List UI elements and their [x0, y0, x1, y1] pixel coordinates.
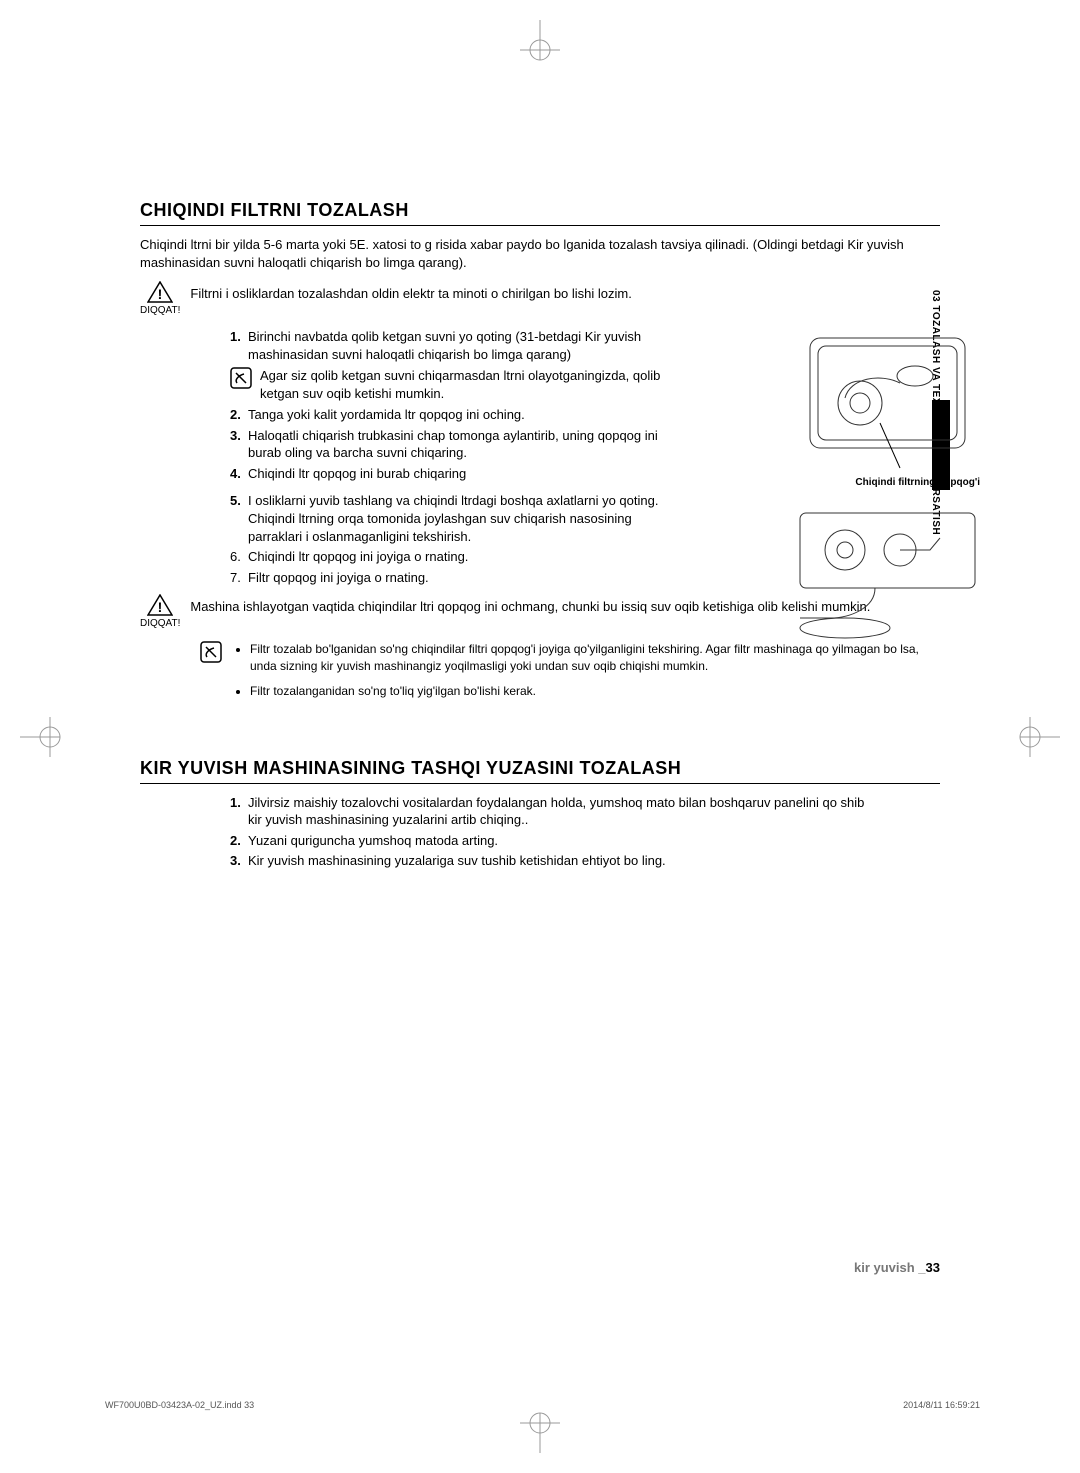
print-meta: WF700U0BD-03423A-02_UZ.indd 33 2014/8/11…: [105, 1400, 980, 1410]
print-date: 2014/8/11 16:59:21: [903, 1400, 980, 1410]
caution-icon: ! DIQQAT!: [140, 281, 180, 316]
info-icon: [200, 641, 222, 663]
diagram-drain: [790, 508, 990, 648]
step-2: 2.Tanga yoki kalit yordamida ltr qopqog …: [230, 406, 670, 424]
s2-step-3: 3.Kir yuvish mashinasining yuzalariga su…: [230, 852, 870, 870]
section2-heading: KIR YUVISH MASHINASINING TASHQI YUZASINI…: [140, 758, 940, 784]
bullet-2: Filtr tozalanganidan so'ng to'liq yig'il…: [250, 683, 940, 700]
warning-1-text: Filtrni i osliklardan tozalashdan oldin …: [190, 281, 631, 303]
s2-step-1: 1.Jilvirsiz maishiy tozalovchi vositalar…: [230, 794, 870, 829]
warning-2-text: Mashina ishlayotgan vaqtida chiqindilar …: [190, 594, 870, 616]
info-note-1: Agar siz qolib ketgan suvni chiqarmasdan…: [230, 367, 670, 402]
caution-label: DIQQAT!: [140, 305, 180, 316]
info-icon: [230, 367, 252, 389]
caution-icon: ! DIQQAT!: [140, 594, 180, 629]
section1-intro: Chiqindi ltrni bir yilda 5-6 marta yoki …: [140, 236, 940, 271]
crop-mark-right: [1000, 707, 1060, 767]
warning-1: ! DIQQAT! Filtrni i osliklardan tozalash…: [140, 281, 940, 316]
step-3: 3.Haloqatli chiqarish trubkasini chap to…: [230, 427, 670, 462]
info-note-1-text: Agar siz qolib ketgan suvni chiqarmasdan…: [260, 367, 670, 402]
diagram-caption: Chiqindi filtrning qopqog'i: [855, 477, 980, 488]
crop-mark-left: [20, 707, 80, 767]
s2-step-2: 2.Yuzani quriguncha yumshoq matoda artin…: [230, 832, 870, 850]
step-1: 1.Birinchi navbatda qolib ketgan suvni y…: [230, 328, 670, 363]
step-6: 6.Chiqindi ltr qopqog ini joyiga o rnati…: [230, 548, 670, 566]
crop-mark-top: [510, 20, 570, 80]
diagram-filter-cap: Chiqindi filtrning qopqog'i: [790, 328, 990, 488]
step-5: 5.I osliklarni yuvib tashlang va chiqind…: [230, 492, 670, 545]
svg-text:!: !: [158, 599, 163, 615]
section1-heading: CHIQINDI FILTRNI TOZALASH: [140, 200, 940, 226]
caution-label: DIQQAT!: [140, 618, 180, 629]
step-7: 7.Filtr qopqog ini joyiga o rnating.: [230, 569, 670, 587]
page-footer: kir yuvish _33: [854, 1260, 940, 1275]
step-4: 4.Chiqindi ltr qopqog ini burab chiqarin…: [230, 465, 670, 483]
svg-text:!: !: [158, 286, 163, 302]
file-name: WF700U0BD-03423A-02_UZ.indd 33: [105, 1400, 254, 1410]
info-note-2: Filtr tozalab bo'lganidan so'ng chiqindi…: [200, 641, 940, 707]
